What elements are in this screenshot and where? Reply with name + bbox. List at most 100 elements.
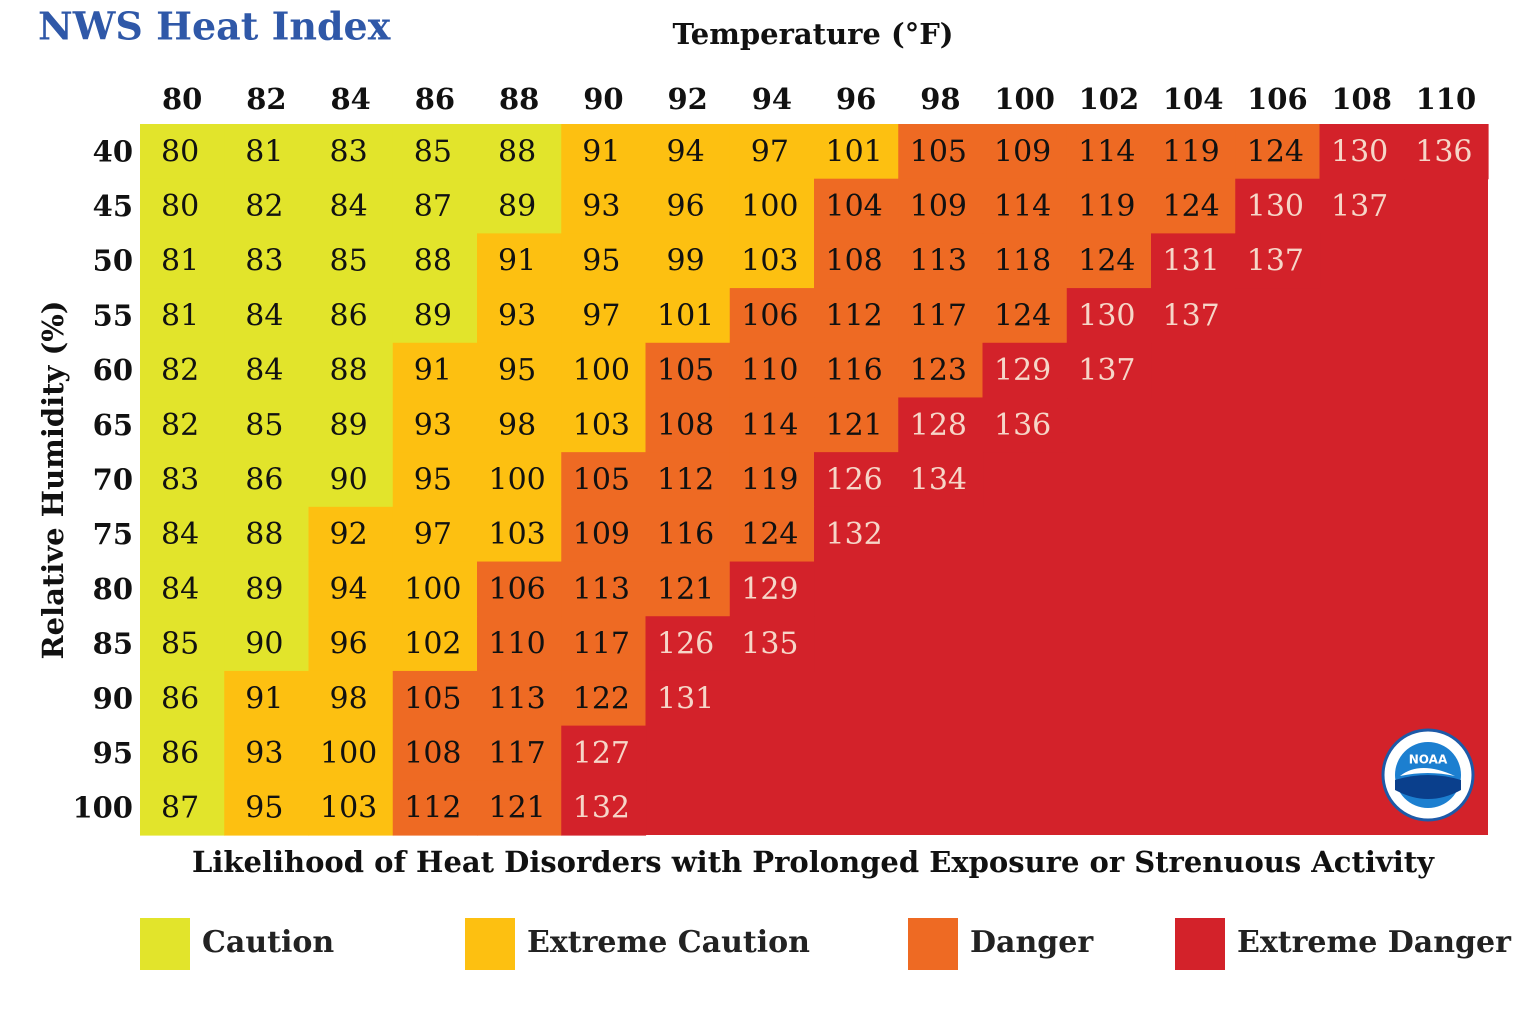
cell-value: 132 (825, 517, 882, 552)
cell-bg (1235, 124, 1321, 180)
cell-value: 126 (657, 627, 714, 662)
cell-value: 82 (161, 408, 199, 443)
row-header: 90 (93, 681, 133, 715)
cell-bg (477, 178, 562, 234)
cell-bg (224, 561, 310, 617)
cell-bg (1066, 233, 1152, 289)
cell-value: 105 (573, 463, 630, 498)
cell-bg (224, 452, 310, 508)
cell-bg (561, 288, 647, 344)
cell-value: 119 (1078, 189, 1135, 224)
column-header: 86 (415, 82, 455, 116)
cell-value: 128 (910, 408, 967, 443)
cell-bg (224, 178, 310, 234)
cell-bg (814, 506, 899, 563)
cell-value: 137 (1078, 353, 1135, 388)
cell-value: 97 (414, 517, 452, 552)
cell-bg (477, 780, 562, 836)
cell-bg (814, 288, 899, 344)
cell-value: 83 (161, 463, 199, 498)
noaa-logo: NOAA (1381, 728, 1475, 822)
cell-bg (392, 452, 478, 508)
cell-value: 104 (825, 189, 882, 224)
row-header: 60 (93, 353, 133, 387)
cell-value: 87 (161, 791, 199, 826)
legend-swatch (140, 918, 190, 970)
cell-bg (982, 124, 1068, 180)
column-header: 88 (499, 82, 539, 116)
cell-bg (392, 288, 478, 344)
cell-value: 85 (245, 408, 283, 443)
cell-bg (224, 725, 310, 781)
cell-bg (224, 288, 310, 344)
cell-value: 95 (245, 791, 283, 826)
cell-bg (729, 561, 815, 617)
cell-value: 85 (414, 134, 452, 169)
cell-bg (477, 288, 562, 344)
cell-value: 113 (573, 572, 630, 607)
cell-value: 124 (1078, 244, 1135, 279)
cell-bg (140, 342, 225, 399)
cell-value: 88 (414, 244, 452, 279)
cell-bg (729, 506, 815, 563)
table-grid: 80 82 84 86 88 90 92 94 96 98 100 102 104 106 108 110 40… (72, 82, 1489, 836)
cell-value: 124 (1162, 189, 1219, 224)
cell-bg (729, 124, 815, 180)
cell-bg (308, 178, 394, 234)
row-header: 75 (93, 517, 133, 551)
column-header: 108 (1331, 82, 1392, 116)
cell-value: 103 (320, 791, 377, 826)
cell-value: 114 (994, 189, 1051, 224)
column-header: 96 (836, 82, 876, 116)
cell-bg (140, 616, 225, 672)
cell-value: 88 (330, 353, 368, 388)
cell-bg (140, 506, 225, 563)
cell-bg (224, 506, 310, 563)
cell-value: 92 (330, 517, 368, 552)
cell-value: 84 (161, 517, 199, 552)
cell-value: 121 (488, 791, 545, 826)
cell-bg (561, 342, 647, 399)
cell-value: 130 (1078, 298, 1135, 333)
column-header: 106 (1247, 82, 1308, 116)
cell-value: 123 (910, 353, 967, 388)
cell-value: 90 (245, 627, 283, 662)
cell-value: 91 (582, 134, 620, 169)
cell-bg (140, 780, 225, 836)
cell-value: 83 (330, 134, 368, 169)
legend-swatch (908, 918, 958, 970)
cell-value: 89 (330, 408, 368, 443)
cell-bg (561, 178, 647, 234)
cell-bg (1066, 178, 1152, 234)
cell-value: 108 (657, 408, 714, 443)
row-header: 80 (93, 572, 133, 606)
cell-bg (308, 124, 394, 180)
legend-label: Extreme Danger (1237, 925, 1512, 960)
cell-bg (140, 124, 225, 180)
column-header: 104 (1163, 82, 1224, 116)
cell-value: 94 (667, 134, 705, 169)
cell-bg (140, 397, 225, 453)
cell-bg (224, 124, 310, 180)
cell-value: 114 (1078, 134, 1135, 169)
cell-bg (561, 670, 647, 727)
cell-value: 131 (1162, 244, 1219, 279)
cell-value: 105 (657, 353, 714, 388)
cell-bg (392, 506, 478, 563)
cell-value: 98 (330, 681, 368, 716)
cell-value: 100 (488, 463, 545, 498)
cell-bg (898, 178, 984, 234)
cell-bg (308, 725, 394, 781)
cell-bg (982, 288, 1068, 344)
cell-bg (729, 452, 815, 508)
cell-value: 82 (245, 189, 283, 224)
cell-bg (1235, 178, 1321, 234)
cell-bg (140, 670, 225, 727)
cell-bg (308, 288, 394, 344)
cell-bg (477, 124, 562, 180)
cell-value: 84 (161, 572, 199, 607)
y-axis-label: Relative Humidity (%) (36, 301, 70, 660)
cell-value: 129 (994, 353, 1051, 388)
cell-value: 117 (488, 736, 545, 771)
cell-bg (645, 452, 731, 508)
